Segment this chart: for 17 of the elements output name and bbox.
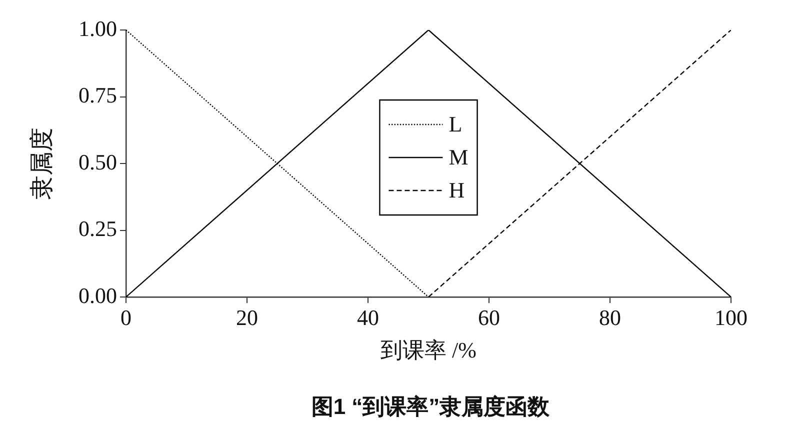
y-axis-title: 隶属度 (28, 128, 56, 200)
x-tick-label: 80 (599, 304, 621, 330)
x-tick-label: 20 (236, 304, 258, 330)
legend-label: H (448, 177, 465, 202)
x-tick-label: 60 (478, 304, 500, 330)
y-tick-label: 0.00 (78, 282, 117, 308)
x-tick-label: 40 (357, 304, 379, 330)
x-tick-label: 0 (120, 304, 132, 330)
legend-label: M (448, 144, 468, 170)
caption: 图1 “到课率”隶属度函数 (311, 394, 551, 420)
y-tick-label: 0.25 (78, 216, 117, 242)
y-tick-label: 0.75 (78, 82, 117, 108)
y-tick-label: 1.00 (78, 16, 117, 41)
x-tick-label: 100 (714, 304, 748, 330)
legend-label: L (448, 111, 462, 136)
x-axis-title: 到课率 /% (380, 338, 476, 363)
y-tick-label: 0.50 (78, 149, 117, 174)
